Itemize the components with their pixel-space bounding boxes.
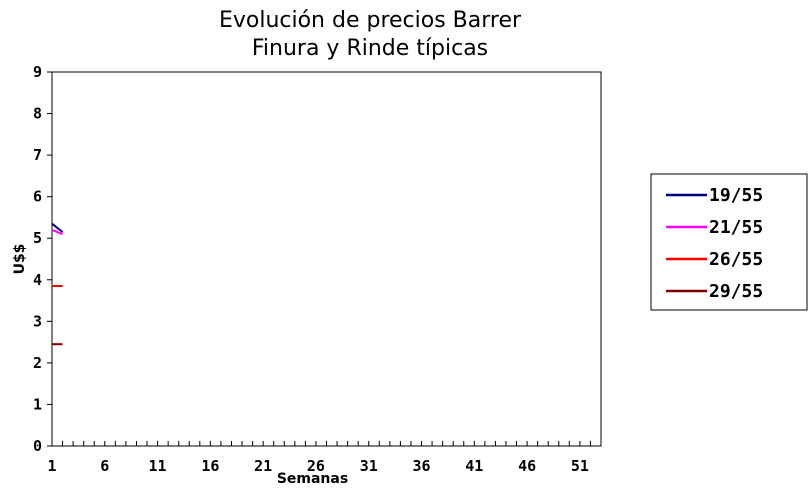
legend-label: 26/55 <box>709 249 763 270</box>
x-tick-label: 26 <box>307 457 325 475</box>
x-tick-label: 36 <box>412 457 430 475</box>
y-tick-label: 7 <box>33 146 42 164</box>
x-tick-label: 11 <box>149 457 167 475</box>
x-tick-label: 1 <box>47 457 56 475</box>
x-tick-label: 51 <box>571 457 589 475</box>
y-axis-label: U$$ <box>12 244 28 275</box>
y-tick-label: 2 <box>33 354 42 372</box>
x-tick-label: 21 <box>254 457 272 475</box>
x-tick-label: 31 <box>360 457 378 475</box>
series-line <box>51 228 63 235</box>
y-tick-label: 4 <box>33 271 42 289</box>
legend-box <box>650 173 808 311</box>
y-tick-label: 1 <box>33 395 42 413</box>
x-tick-label: 41 <box>465 457 483 475</box>
legend-label: 21/55 <box>709 217 763 238</box>
y-tick-label: 6 <box>33 188 42 206</box>
legend-label: 29/55 <box>709 281 763 302</box>
x-axis-label: Semanas <box>277 471 348 487</box>
x-tick-label: 6 <box>100 457 109 475</box>
legend-label: 19/55 <box>709 185 763 206</box>
x-tick-label: 16 <box>201 457 219 475</box>
chart-title: Evolución de precios Barrer <box>218 8 522 33</box>
y-tick-label: 5 <box>33 229 42 247</box>
y-tick-label: 3 <box>33 312 42 330</box>
x-tick-label: 46 <box>518 457 536 475</box>
y-tick-label: 8 <box>33 105 42 123</box>
plot-area <box>51 71 602 447</box>
chart-subtitle: Finura y Rinde típicas <box>251 36 489 61</box>
series-line <box>51 222 64 233</box>
y-tick-label: 0 <box>33 437 42 455</box>
y-tick-label: 9 <box>33 63 42 81</box>
